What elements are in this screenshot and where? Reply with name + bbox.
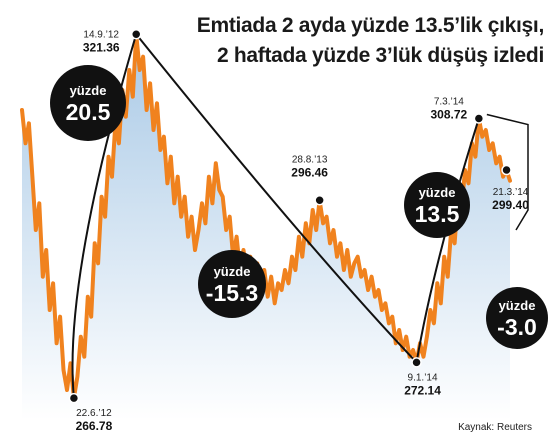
- chart-title-line1: Emtiada 2 ayda yüzde 13.5’lik çıkışı,: [196, 14, 545, 37]
- change-bubble-value: -15.3: [206, 280, 258, 306]
- point-date-label: 21.3.’14: [493, 187, 529, 198]
- connector-bracket: [486, 113, 529, 231]
- change-bubble: [404, 172, 470, 238]
- change-bubble-label: yüzde: [499, 298, 536, 313]
- source-note: Kaynak: Reuters: [458, 422, 532, 433]
- chart-title-line2: 2 haftada yüzde 3’lük düşüş izledi: [216, 44, 544, 67]
- point-value-label: 299.40: [492, 198, 529, 212]
- change-bubble: [198, 250, 266, 318]
- point-date-label: 7.3.’14: [434, 97, 464, 108]
- change-bubble: [50, 65, 126, 141]
- point-marker: [473, 113, 485, 124]
- change-bubble: [486, 287, 548, 349]
- point-marker: [68, 392, 80, 404]
- point-date-label: 9.1.’14: [408, 372, 438, 383]
- point-value-label: 266.78: [76, 419, 113, 433]
- change-bubble-value: -3.0: [497, 314, 537, 340]
- price-line: [20, 32, 512, 401]
- point-date-label: 28.8.’13: [292, 154, 328, 165]
- point-marker: [501, 164, 512, 176]
- point-marker: [411, 357, 422, 368]
- point-value-label: 308.72: [430, 108, 467, 122]
- point-date-label: 14.9.’12: [83, 29, 119, 40]
- change-bubble-value: 20.5: [66, 99, 111, 125]
- connector-arc-2: [135, 33, 418, 364]
- point-marker: [130, 29, 142, 40]
- change-bubble-label: yüzde: [419, 185, 456, 200]
- connector-arc-3: [415, 118, 480, 363]
- point-marker: [314, 195, 325, 206]
- change-bubble-label: yüzde: [214, 264, 251, 279]
- change-bubble-label: yüzde: [70, 83, 107, 98]
- point-value-label: 296.46: [291, 165, 328, 179]
- point-date-label: 22.6.’12: [76, 408, 112, 419]
- point-value-label: 272.14: [404, 383, 441, 397]
- point-value-label: 321.36: [83, 40, 120, 54]
- change-bubble-value: 13.5: [415, 201, 460, 227]
